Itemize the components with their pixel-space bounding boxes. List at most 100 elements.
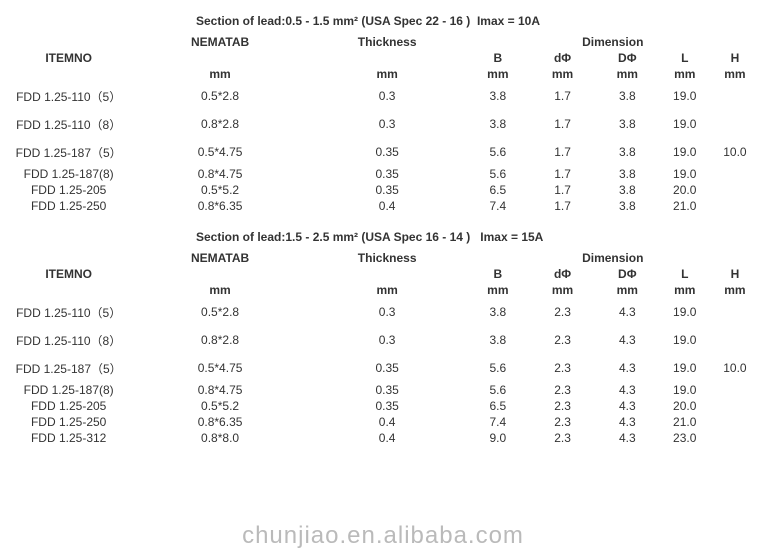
cell-thickness: 0.35	[309, 354, 466, 382]
watermark-text: chunjiao.en.alibaba.com	[0, 522, 766, 550]
cell-thickness: 0.3	[309, 298, 466, 326]
cell-thickness: 0.3	[309, 110, 466, 138]
unit-mm: mm	[131, 66, 309, 82]
header-itemno: ITEMNO	[6, 250, 131, 298]
header-thickness: Thickness	[309, 34, 466, 50]
section-title: Section of lead:0.5 - 1.5 mm² (USA Spec …	[196, 14, 760, 28]
cell-Dphi: 3.8	[595, 182, 660, 198]
cell-H	[710, 298, 760, 326]
cell-dphi: 1.7	[530, 182, 595, 198]
cell-Dphi: 3.8	[595, 166, 660, 182]
cell-nematab: 0.8*2.8	[131, 326, 309, 354]
cell-dphi: 2.3	[530, 326, 595, 354]
cell-B: 6.5	[465, 182, 530, 198]
cell-nematab: 0.8*4.75	[131, 166, 309, 182]
table-row: FDD 1.25-187(8)0.8*4.750.355.61.73.819.0	[6, 166, 760, 182]
cell-Dphi: 4.3	[595, 298, 660, 326]
cell-nematab: 0.5*4.75	[131, 138, 309, 166]
cell-H: 10.0	[710, 354, 760, 382]
header-Dphi: DΦ	[595, 266, 660, 282]
header-H: H	[710, 50, 760, 66]
cell-nematab: 0.8*8.0	[131, 430, 309, 446]
cell-dphi: 2.3	[530, 354, 595, 382]
cell-thickness: 0.4	[309, 414, 466, 430]
cell-L: 20.0	[660, 182, 710, 198]
table-row: FDD 1.25-2050.5*5.20.356.52.34.320.0	[6, 398, 760, 414]
header-L: L	[660, 266, 710, 282]
cell-B: 3.8	[465, 110, 530, 138]
cell-dphi: 2.3	[530, 398, 595, 414]
cell-L: 19.0	[660, 110, 710, 138]
header-itemno: ITEMNO	[6, 34, 131, 82]
blank	[131, 266, 309, 282]
cell-B: 9.0	[465, 430, 530, 446]
cell-nematab: 0.5*5.2	[131, 398, 309, 414]
blank	[309, 266, 466, 282]
section-spacer	[6, 214, 760, 228]
cell-thickness: 0.35	[309, 138, 466, 166]
cell-B: 7.4	[465, 198, 530, 214]
cell-nematab: 0.5*2.8	[131, 298, 309, 326]
cell-Dphi: 3.8	[595, 110, 660, 138]
cell-L: 19.0	[660, 298, 710, 326]
cell-Dphi: 3.8	[595, 82, 660, 110]
cell-itemno: FDD 1.25-312	[6, 430, 131, 446]
cell-Dphi: 4.3	[595, 430, 660, 446]
cell-H	[710, 166, 760, 182]
table-row: FDD 1.25-2050.5*5.20.356.51.73.820.0	[6, 182, 760, 198]
blank	[131, 50, 309, 66]
cell-Dphi: 4.3	[595, 398, 660, 414]
unit-mm: mm	[530, 66, 595, 82]
cell-H	[710, 414, 760, 430]
cell-B: 5.6	[465, 354, 530, 382]
cell-L: 19.0	[660, 166, 710, 182]
cell-itemno: FDD 1.25-110（8）	[6, 326, 131, 354]
header-H: H	[710, 266, 760, 282]
cell-thickness: 0.4	[309, 198, 466, 214]
cell-B: 3.8	[465, 326, 530, 354]
cell-H	[710, 82, 760, 110]
cell-H	[710, 182, 760, 198]
cell-Dphi: 4.3	[595, 354, 660, 382]
cell-L: 21.0	[660, 414, 710, 430]
cell-itemno: FDD 1.25-110（5）	[6, 298, 131, 326]
cell-L: 20.0	[660, 398, 710, 414]
cell-H	[710, 430, 760, 446]
cell-dphi: 1.7	[530, 82, 595, 110]
cell-L: 19.0	[660, 138, 710, 166]
spec-table: ITEMNONEMATABThicknessDimensionBdΦDΦLHmm…	[6, 34, 760, 214]
unit-mm: mm	[710, 66, 760, 82]
cell-itemno: FDD 1.25-187（5）	[6, 354, 131, 382]
table-row: FDD 1.25-110（8）0.8*2.80.33.82.34.319.0	[6, 326, 760, 354]
header-B: B	[465, 50, 530, 66]
cell-thickness: 0.35	[309, 166, 466, 182]
cell-nematab: 0.8*6.35	[131, 198, 309, 214]
cell-nematab: 0.5*4.75	[131, 354, 309, 382]
table-row: FDD 1.25-187（5）0.5*4.750.355.62.34.319.0…	[6, 354, 760, 382]
cell-dphi: 2.3	[530, 414, 595, 430]
cell-H	[710, 398, 760, 414]
cell-L: 19.0	[660, 326, 710, 354]
table-row: FDD 1.25-110（5）0.5*2.80.33.82.34.319.0	[6, 298, 760, 326]
cell-Dphi: 4.3	[595, 326, 660, 354]
cell-dphi: 1.7	[530, 166, 595, 182]
table-row: FDD 1.25-3120.8*8.00.49.02.34.323.0	[6, 430, 760, 446]
header-thickness: Thickness	[309, 250, 466, 266]
cell-B: 5.6	[465, 382, 530, 398]
unit-mm: mm	[465, 66, 530, 82]
cell-itemno: FDD 1.25-187(8)	[6, 166, 131, 182]
unit-mm: mm	[309, 282, 466, 298]
cell-H	[710, 198, 760, 214]
cell-nematab: 0.8*6.35	[131, 414, 309, 430]
cell-nematab: 0.8*2.8	[131, 110, 309, 138]
cell-thickness: 0.3	[309, 326, 466, 354]
unit-mm: mm	[309, 66, 466, 82]
spec-table: ITEMNONEMATABThicknessDimensionBdΦDΦLHmm…	[6, 250, 760, 446]
cell-thickness: 0.35	[309, 398, 466, 414]
table-row: FDD 1.25-110（8）0.8*2.80.33.81.73.819.0	[6, 110, 760, 138]
table-row: FDD 1.25-2500.8*6.350.47.42.34.321.0	[6, 414, 760, 430]
cell-itemno: FDD 1.25-250	[6, 198, 131, 214]
cell-thickness: 0.3	[309, 82, 466, 110]
unit-mm: mm	[530, 282, 595, 298]
header-L: L	[660, 50, 710, 66]
